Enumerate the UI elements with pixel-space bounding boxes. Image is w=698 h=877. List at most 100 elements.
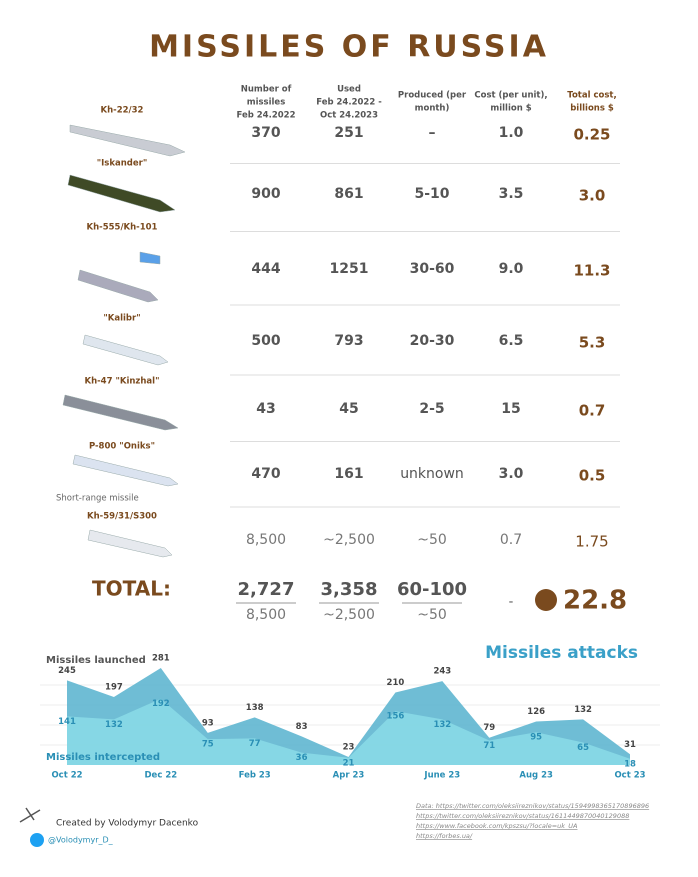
handle: @Volodymyr_D_ xyxy=(48,836,114,845)
cell: unknown xyxy=(400,466,464,482)
cell: 793 xyxy=(334,333,363,349)
data-label: 245 xyxy=(58,666,76,676)
cell: 0.7 xyxy=(500,532,522,548)
total-sub: ~2,500 xyxy=(323,607,375,623)
cell: 20-30 xyxy=(410,333,455,349)
data-label: 75 xyxy=(202,740,214,750)
data-label: 71 xyxy=(483,741,495,751)
missile-icons xyxy=(62,124,186,558)
legend-intercepted: Missiles intercepted xyxy=(46,752,160,763)
author: Created by Volodymyr Dacenko xyxy=(56,819,199,829)
cell: 15 xyxy=(501,401,520,417)
column-header: Used xyxy=(337,85,361,95)
cell: 5-10 xyxy=(414,186,449,202)
cell: 3.0 xyxy=(579,187,606,205)
data-label: 138 xyxy=(246,703,264,713)
data-label: 141 xyxy=(58,717,76,727)
area xyxy=(67,698,630,765)
coin-icon xyxy=(535,589,557,611)
x-tick-label: Oct 23 xyxy=(614,771,645,781)
data-label: 197 xyxy=(105,682,123,692)
source: https://twitter.com/oleksiireznikov/stat… xyxy=(416,812,629,820)
x-tick-label: June 23 xyxy=(423,771,460,781)
cell: 1251 xyxy=(330,261,369,277)
cell: 1.75 xyxy=(575,533,608,551)
x-tick-label: Dec 22 xyxy=(145,771,178,781)
data-label: 132 xyxy=(574,705,592,715)
x-tick-label: Feb 23 xyxy=(239,771,271,781)
cell: 470 xyxy=(251,466,280,482)
title: MISSILES OF RUSSIA xyxy=(149,30,549,65)
data-label: 18 xyxy=(624,759,636,769)
data-label: 210 xyxy=(387,678,405,688)
data-label: 21 xyxy=(343,758,355,768)
column-header: million $ xyxy=(490,104,531,114)
source: https://www.facebook.com/kpszsu/?locale=… xyxy=(416,822,578,830)
note: Short-range missile xyxy=(56,494,139,504)
missile-name: P-800 "Oniks" xyxy=(89,442,155,452)
cell: ~2,500 xyxy=(323,532,375,548)
cell: 45 xyxy=(339,401,358,417)
cell: 3.0 xyxy=(499,466,524,482)
cell: 1.0 xyxy=(499,125,524,141)
total-sum: 22.8 xyxy=(563,586,627,616)
x-tick-label: Oct 22 xyxy=(51,771,82,781)
missile-name: "Kalibr" xyxy=(103,314,140,324)
cell: 161 xyxy=(334,466,363,482)
total-cost: - xyxy=(509,595,514,610)
cell: 11.3 xyxy=(573,262,610,280)
data-label: 192 xyxy=(152,699,170,709)
total-main: 60-100 xyxy=(397,579,467,600)
cell: 861 xyxy=(334,186,363,202)
column-header: Feb 24.2022 - xyxy=(316,98,382,108)
column-header: month) xyxy=(415,104,450,114)
cell: 0.7 xyxy=(579,402,606,420)
column-header: Number of xyxy=(241,85,292,95)
data-label: 95 xyxy=(530,733,542,743)
total-sub: 8,500 xyxy=(246,607,286,623)
data-label: 31 xyxy=(624,740,636,750)
column-header: Feb 24.2022 xyxy=(237,111,296,121)
data-label: 23 xyxy=(343,743,355,753)
cell: 0.5 xyxy=(579,467,606,485)
x-tick-label: Apr 23 xyxy=(333,771,365,781)
data-label: 132 xyxy=(433,720,451,730)
source: https://forbes.ua/ xyxy=(416,832,473,840)
cell: 30-60 xyxy=(410,261,455,277)
cell: 43 xyxy=(256,401,275,417)
data-label: 36 xyxy=(296,753,308,763)
cell: ~50 xyxy=(417,532,447,548)
column-header: Cost (per unit), xyxy=(474,91,547,101)
cell: 444 xyxy=(251,261,280,277)
missile-name: Kh-47 "Kinzhal" xyxy=(84,377,159,387)
column-header: missiles xyxy=(247,98,286,108)
cell: 900 xyxy=(251,186,280,202)
cell: 370 xyxy=(251,125,280,141)
data-label: 65 xyxy=(577,743,589,753)
cell: 2-5 xyxy=(419,401,444,417)
total-sub: ~50 xyxy=(417,607,447,623)
missile-name: Kh-22/32 xyxy=(101,106,144,116)
cell: 0.25 xyxy=(573,126,610,144)
column-header: Produced (per xyxy=(398,91,467,101)
cell: 5.3 xyxy=(579,334,606,352)
data-label: 77 xyxy=(249,739,261,749)
column-header: billions $ xyxy=(570,104,614,114)
column-header: Oct 24.2023 xyxy=(320,111,378,121)
missile-name: "Iskander" xyxy=(97,159,148,169)
total-main: 3,358 xyxy=(321,579,378,600)
cell: 251 xyxy=(334,125,363,141)
data-label: 93 xyxy=(202,718,214,728)
data-label: 83 xyxy=(296,722,308,732)
data-label: 132 xyxy=(105,720,123,730)
data-label: 79 xyxy=(483,723,495,733)
data-label: 281 xyxy=(152,654,170,664)
cell: – xyxy=(429,125,436,141)
data-label: 243 xyxy=(433,667,451,677)
total-label: TOTAL: xyxy=(92,577,171,601)
cell: 3.5 xyxy=(499,186,524,202)
data-label: 126 xyxy=(527,707,545,717)
total-main: 2,727 xyxy=(238,579,295,600)
cell: 8,500 xyxy=(246,532,286,548)
